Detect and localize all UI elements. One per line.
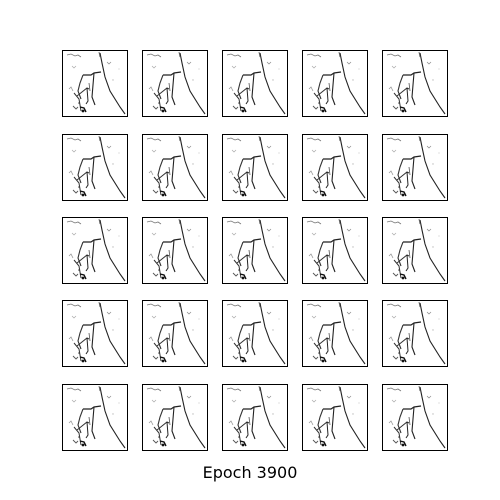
sample-sketch-icon bbox=[226, 301, 286, 365]
generated-sample-tile-r4-c3 bbox=[222, 300, 288, 367]
sample-sketch-icon bbox=[226, 135, 286, 199]
sample-sketch-icon bbox=[66, 218, 126, 282]
generated-sample-tile-r2-c1 bbox=[62, 134, 128, 201]
generated-sample-tile-r1-c4 bbox=[302, 50, 368, 117]
sample-sketch-icon bbox=[226, 51, 286, 115]
generated-sample-tile-r3-c1 bbox=[62, 217, 128, 284]
sample-sketch-icon bbox=[146, 135, 206, 199]
generated-sample-tile-r2-c3 bbox=[222, 134, 288, 201]
generated-sample-tile-r5-c3 bbox=[222, 384, 288, 451]
sample-sketch-icon bbox=[386, 385, 446, 449]
generated-sample-tile-r1-c2 bbox=[142, 50, 208, 117]
generated-sample-tile-r1-c5 bbox=[382, 50, 448, 117]
sample-sketch-icon bbox=[146, 51, 206, 115]
generated-sample-tile-r3-c4 bbox=[302, 217, 368, 284]
sample-sketch-icon bbox=[66, 51, 126, 115]
epoch-caption: Epoch 3900 bbox=[202, 463, 298, 482]
sample-sketch-icon bbox=[226, 385, 286, 449]
generated-sample-tile-r1-c3 bbox=[222, 50, 288, 117]
sample-sketch-icon bbox=[66, 385, 126, 449]
generated-sample-tile-r2-c5 bbox=[382, 134, 448, 201]
generated-sample-tile-r1-c1 bbox=[62, 50, 128, 117]
generated-sample-tile-r3-c3 bbox=[222, 217, 288, 284]
generated-sample-tile-r3-c2 bbox=[142, 217, 208, 284]
sample-sketch-icon bbox=[386, 51, 446, 115]
generated-sample-tile-r5-c1 bbox=[62, 384, 128, 451]
sample-sketch-icon bbox=[306, 218, 366, 282]
generated-sample-tile-r5-c5 bbox=[382, 384, 448, 451]
sample-sketch-icon bbox=[386, 135, 446, 199]
sample-sketch-icon bbox=[306, 301, 366, 365]
sample-sketch-icon bbox=[306, 135, 366, 199]
sample-sketch-icon bbox=[226, 218, 286, 282]
generated-sample-tile-r2-c2 bbox=[142, 134, 208, 201]
sample-sketch-icon bbox=[386, 301, 446, 365]
generated-sample-tile-r2-c4 bbox=[302, 134, 368, 201]
sample-sketch-icon bbox=[146, 385, 206, 449]
generated-sample-tile-r4-c5 bbox=[382, 300, 448, 367]
sample-sketch-icon bbox=[66, 135, 126, 199]
generated-sample-tile-r4-c4 bbox=[302, 300, 368, 367]
generated-sample-tile-r5-c2 bbox=[142, 384, 208, 451]
generated-sample-tile-r3-c5 bbox=[382, 217, 448, 284]
generated-sample-tile-r4-c1 bbox=[62, 300, 128, 367]
sample-sketch-icon bbox=[66, 301, 126, 365]
generated-sample-tile-r4-c2 bbox=[142, 300, 208, 367]
sample-sketch-icon bbox=[386, 218, 446, 282]
sample-sketch-icon bbox=[146, 301, 206, 365]
generated-sample-tile-r5-c4 bbox=[302, 384, 368, 451]
sample-sketch-icon bbox=[146, 218, 206, 282]
sample-grid bbox=[62, 50, 451, 451]
sample-sketch-icon bbox=[306, 51, 366, 115]
sample-sketch-icon bbox=[306, 385, 366, 449]
